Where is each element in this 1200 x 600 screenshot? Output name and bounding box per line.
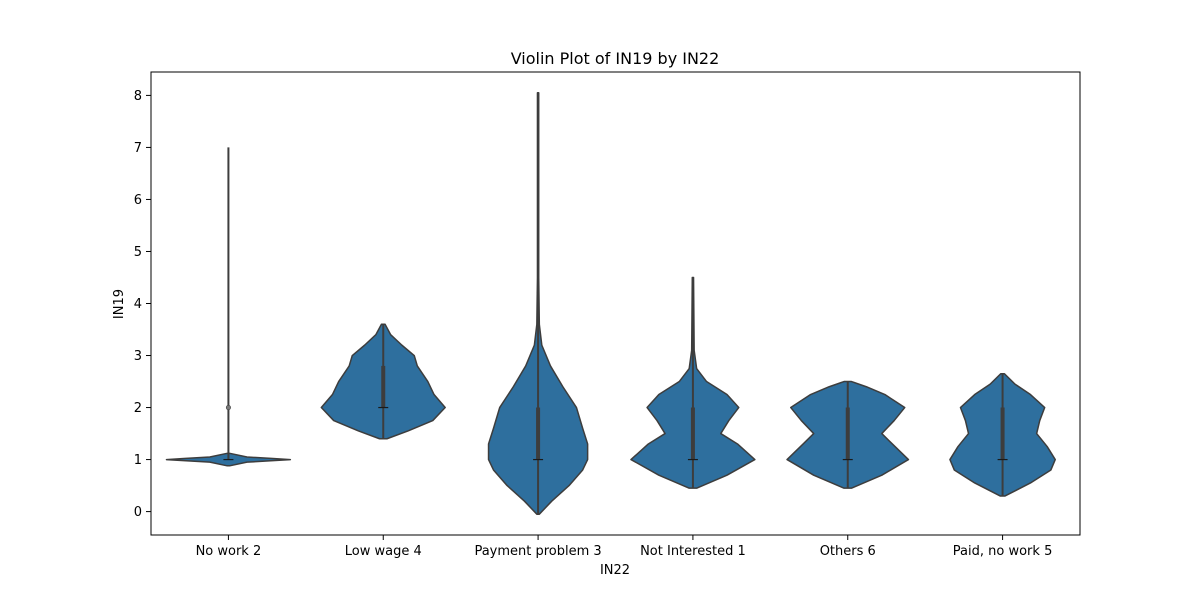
x-tick-label: Payment problem 3 (474, 544, 601, 559)
y-tick-label: 3 (134, 349, 142, 364)
y-tick-label: 7 (134, 141, 142, 156)
y-tick-label: 0 (134, 505, 142, 520)
y-tick-label: 8 (134, 89, 142, 104)
x-axis-title: IN22 (600, 563, 630, 578)
x-tick-label: Not Interested 1 (640, 544, 746, 559)
y-tick-label: 1 (134, 453, 142, 468)
y-axis: 0 1 2 3 4 5 6 7 8 (134, 89, 151, 520)
y-axis-title: IN19 (112, 289, 127, 319)
plot-frame (150, 71, 1081, 536)
x-axis: No work 2 Low wage 4 Payment problem 3 Not … (196, 535, 1053, 559)
violin-group (165, 92, 1056, 515)
y-tick-label: 2 (134, 401, 142, 416)
chart-title: Violin Plot of IN19 by IN22 (511, 49, 720, 68)
x-tick-label: Low wage 4 (345, 544, 422, 559)
y-tick-label: 4 (134, 297, 142, 312)
y-tick-label: 5 (134, 245, 142, 260)
violin-outlier-point (225, 405, 231, 411)
x-tick-label: Others 6 (820, 544, 876, 559)
y-tick-label: 6 (134, 193, 142, 208)
x-tick-label: Paid, no work 5 (953, 544, 1053, 559)
x-tick-label: No work 2 (196, 544, 262, 559)
